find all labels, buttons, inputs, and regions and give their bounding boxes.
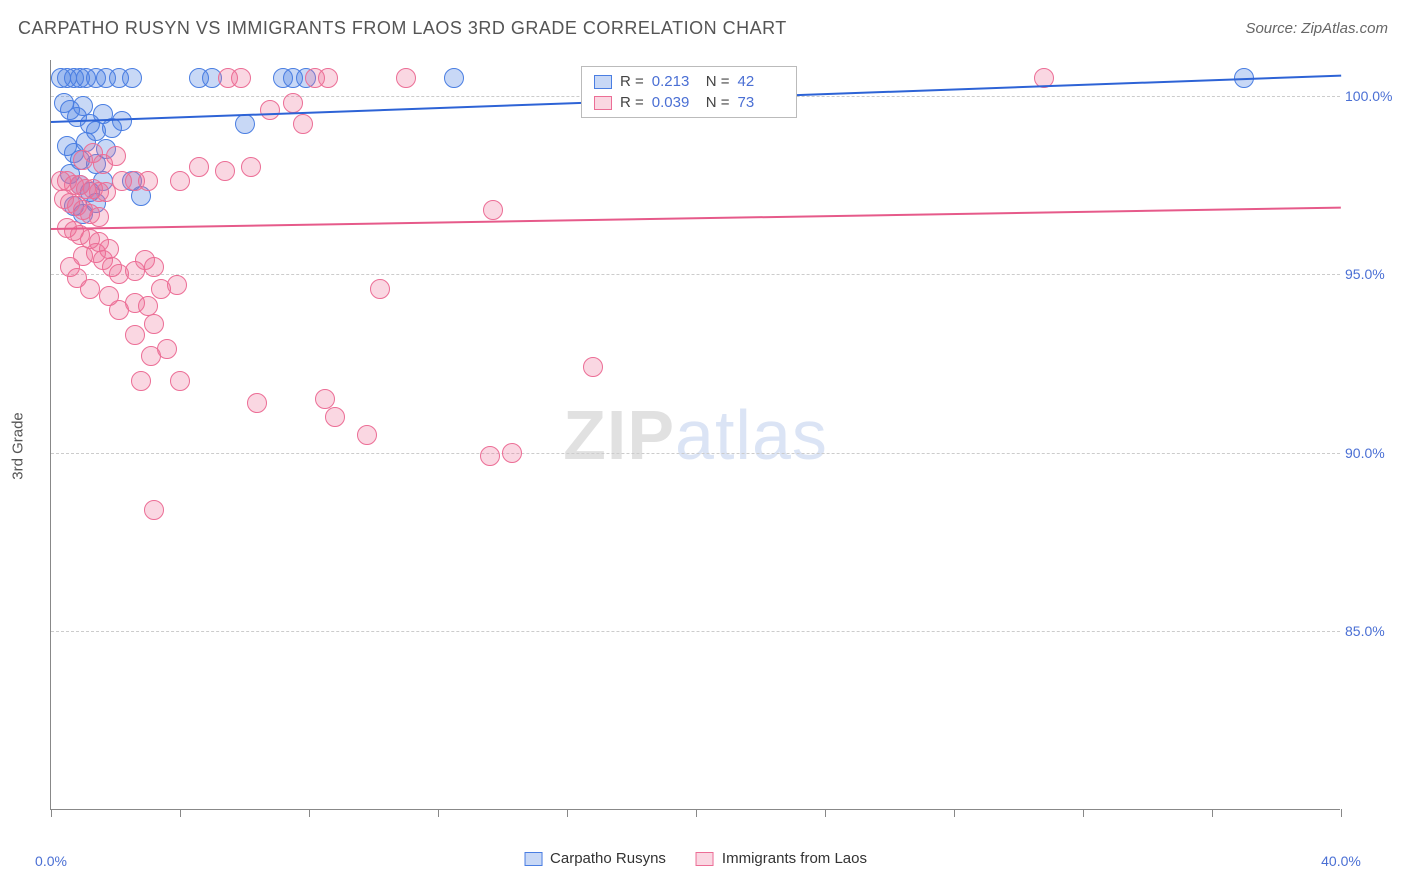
scatter-point <box>89 207 109 227</box>
scatter-point <box>167 275 187 295</box>
legend-r-label: R = <box>620 73 644 90</box>
scatter-point <box>99 239 119 259</box>
scatter-point <box>370 279 390 299</box>
gridline <box>51 631 1340 632</box>
scatter-point <box>247 393 267 413</box>
trend-line <box>51 206 1341 229</box>
scatter-point <box>170 371 190 391</box>
y-tick-label: 100.0% <box>1345 88 1400 104</box>
series-legend-item: Immigrants from Laos <box>696 850 867 867</box>
chart-title: CARPATHO RUSYN VS IMMIGRANTS FROM LAOS 3… <box>18 18 787 39</box>
scatter-point <box>122 68 142 88</box>
scatter-point <box>231 68 251 88</box>
series-legend: Carpatho Rusyns Immigrants from Laos <box>524 850 867 867</box>
legend-swatch <box>524 852 542 866</box>
legend-r-value: 0.039 <box>652 94 698 111</box>
x-tick <box>696 809 697 817</box>
scatter-point <box>215 161 235 181</box>
scatter-point <box>106 146 126 166</box>
scatter-point <box>144 257 164 277</box>
scatter-point <box>583 357 603 377</box>
scatter-point <box>480 446 500 466</box>
x-tick <box>954 809 955 817</box>
legend-n-label: N = <box>706 73 730 90</box>
x-tick <box>825 809 826 817</box>
stats-legend-row: R = 0.213 N = 42 <box>594 71 784 92</box>
scatter-point <box>157 339 177 359</box>
legend-n-label: N = <box>706 94 730 111</box>
scatter-point <box>138 171 158 191</box>
scatter-point <box>293 114 313 134</box>
scatter-point <box>241 157 261 177</box>
watermark: ZIPatlas <box>563 395 828 475</box>
gridline <box>51 274 1340 275</box>
legend-r-value: 0.213 <box>652 73 698 90</box>
scatter-point <box>502 443 522 463</box>
series-legend-label: Carpatho Rusyns <box>550 850 666 867</box>
y-tick-label: 85.0% <box>1345 623 1400 639</box>
x-tick <box>567 809 568 817</box>
x-tick <box>180 809 181 817</box>
scatter-point <box>144 314 164 334</box>
legend-n-value: 42 <box>738 73 784 90</box>
watermark-atlas: atlas <box>675 396 828 474</box>
watermark-zip: ZIP <box>563 396 675 474</box>
scatter-point <box>396 68 416 88</box>
plot-area: ZIPatlas 85.0%90.0%95.0%100.0%0.0%40.0%R… <box>50 60 1340 810</box>
scatter-point <box>357 425 377 445</box>
scatter-point <box>144 500 164 520</box>
x-tick-label: 0.0% <box>35 853 67 869</box>
scatter-point <box>283 93 303 113</box>
scatter-point <box>125 325 145 345</box>
legend-swatch <box>594 96 612 110</box>
scatter-point <box>325 407 345 427</box>
scatter-point <box>444 68 464 88</box>
legend-n-value: 73 <box>738 94 784 111</box>
legend-r-label: R = <box>620 94 644 111</box>
scatter-point <box>318 68 338 88</box>
scatter-point <box>235 114 255 134</box>
legend-swatch <box>594 75 612 89</box>
series-legend-label: Immigrants from Laos <box>722 850 867 867</box>
scatter-point <box>189 157 209 177</box>
x-tick <box>51 809 52 817</box>
scatter-point <box>170 171 190 191</box>
series-legend-item: Carpatho Rusyns <box>524 850 666 867</box>
scatter-point <box>315 389 335 409</box>
x-tick <box>438 809 439 817</box>
x-tick <box>1212 809 1213 817</box>
x-tick-label: 40.0% <box>1321 853 1361 869</box>
scatter-point <box>80 279 100 299</box>
x-tick <box>1341 809 1342 817</box>
y-tick-label: 90.0% <box>1345 445 1400 461</box>
stats-legend: R = 0.213 N = 42 R = 0.039 N = 73 <box>581 66 797 118</box>
chart-source: Source: ZipAtlas.com <box>1245 20 1388 37</box>
y-axis-label: 3rd Grade <box>10 412 27 480</box>
scatter-point <box>131 371 151 391</box>
y-tick-label: 95.0% <box>1345 266 1400 282</box>
scatter-point <box>112 111 132 131</box>
scatter-point <box>483 200 503 220</box>
stats-legend-row: R = 0.039 N = 73 <box>594 92 784 113</box>
x-tick <box>1083 809 1084 817</box>
gridline <box>51 453 1340 454</box>
legend-swatch <box>696 852 714 866</box>
x-tick <box>309 809 310 817</box>
scatter-point <box>260 100 280 120</box>
